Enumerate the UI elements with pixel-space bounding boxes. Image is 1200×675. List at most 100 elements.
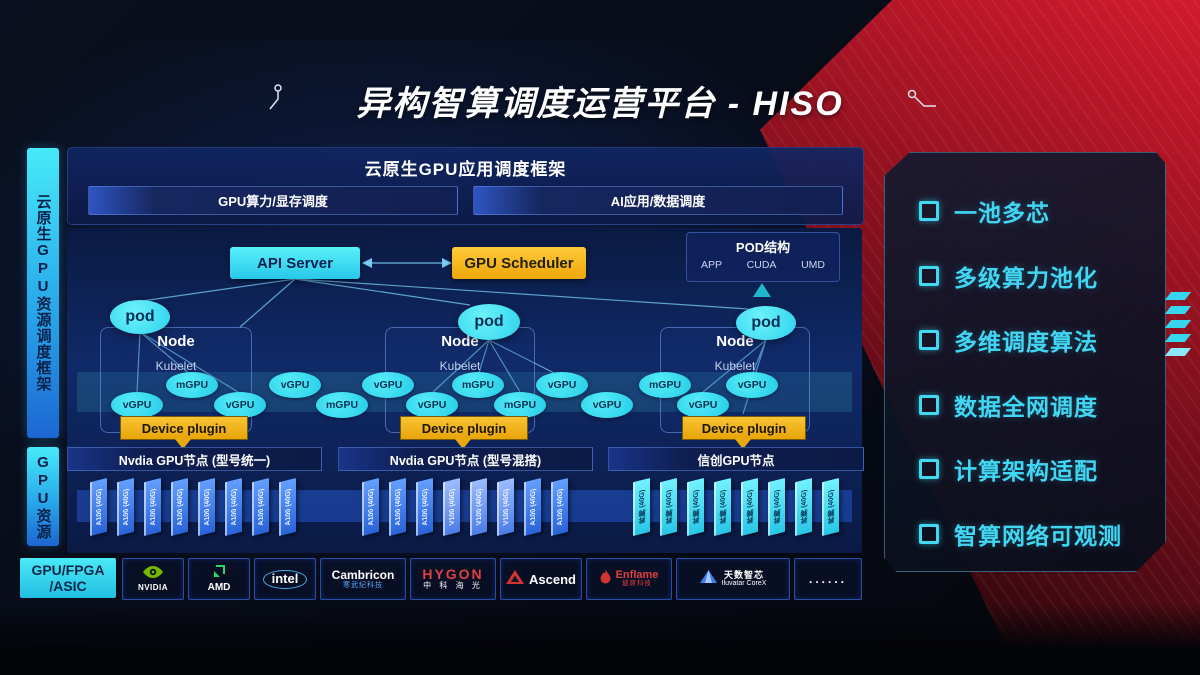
framework-item-gpu-compute: GPU算力/显存调度: [88, 186, 458, 215]
title-deco-left-icon: [269, 84, 282, 110]
gpu-card: 昇腾 (40G): [660, 477, 677, 537]
gpu-card: A100 (40G): [416, 477, 433, 537]
pod-ellipse-1: pod: [110, 300, 170, 334]
framework-item-ai-data: AI应用/数据调度: [473, 186, 843, 215]
gpu-scheduler-box: GPU Scheduler: [452, 247, 586, 279]
gpu-card: 昇腾 (40G): [822, 477, 839, 537]
kubelet-label: Kubelet: [439, 359, 481, 373]
checkbox-icon: [919, 459, 939, 479]
vendor-name: AMD: [207, 582, 231, 594]
feature-label: 计算架构适配: [954, 458, 1098, 485]
vendor-tile-cambricon: Cambricon 寒武纪科技: [320, 558, 406, 600]
gpu-card: V100 (40G): [497, 477, 514, 537]
gpu-ellipse: vGPU: [677, 392, 729, 418]
feature-label: 一池多芯: [954, 200, 1050, 227]
sidebar-label-gpu-resources: GPU资源: [27, 447, 59, 546]
ascend-logo-icon: [506, 569, 525, 589]
vendor-label-box: GPU/FPGA /ASIC: [20, 558, 116, 598]
vendor-name: Enflame: [615, 568, 659, 581]
vendor-tile-ascend: Ascend: [500, 558, 582, 600]
gpu-card: 昇腾 (40G): [633, 477, 650, 537]
pod-ellipse-3: pod: [736, 306, 796, 340]
pod-structure-item-app: APP: [701, 259, 723, 271]
gpu-card: 昇腾 (40G): [741, 477, 758, 537]
gpu-card: A100 (40G): [117, 477, 134, 537]
gpu-ellipse: mGPU: [166, 372, 218, 398]
gpu-ellipse: mGPU: [494, 392, 546, 418]
gpu-ellipse: vGPU: [214, 392, 266, 418]
feature-label: 多维调度算法: [954, 329, 1098, 356]
gpu-card: 昇腾 (40G): [795, 477, 812, 537]
background-bottom-fade: [0, 603, 1200, 675]
node-label: Node: [157, 333, 195, 350]
gpu-ellipse: vGPU: [111, 392, 163, 418]
vendor-tile-more: ......: [794, 558, 862, 600]
pod-structure-box: POD结构 APP CUDA UMD: [686, 232, 840, 282]
gpu-card: A100 (40G): [144, 477, 161, 537]
vendor-name: NVIDIA: [137, 583, 169, 593]
gpu-card: V100 (40G): [470, 477, 487, 537]
gpu-ellipse: vGPU: [269, 372, 321, 398]
gpu-card: A100 (40G): [362, 477, 379, 537]
vendor-tile-hygon: HYGON 中 科 海 光: [410, 558, 496, 600]
node-label: Node: [441, 333, 479, 350]
gpu-card: A100 (40G): [524, 477, 541, 537]
pod-structure-item-umd: UMD: [801, 259, 825, 271]
device-plugin-1: Device plugin: [120, 416, 248, 440]
gpu-group-header-3: 信创GPU节点: [608, 447, 864, 471]
vendor-tile-enflame: Enflame 燧原科技: [586, 558, 672, 600]
gpu-group-header-2: Nvdia GPU节点 (型号混搭): [338, 447, 593, 471]
gpu-ellipse: vGPU: [406, 392, 458, 418]
vendor-subname: 中 科 海 光: [423, 581, 483, 591]
kubelet-label: Kubelet: [714, 359, 756, 373]
device-plugin-arrow-3-icon: [735, 439, 751, 449]
sidebar-label-cloud-native: 云原生GPU资源调度框架: [27, 148, 59, 438]
vendor-tile-intel: intel: [254, 558, 316, 600]
feature-row: 智算网络可观测: [885, 502, 1165, 567]
gpu-card: 昇腾 (40G): [687, 477, 704, 537]
api-server-box: API Server: [230, 247, 360, 279]
checkbox-icon: [919, 524, 939, 544]
hazard-stripes-icon: [1164, 292, 1192, 362]
gpu-card: A100 (40G): [551, 477, 568, 537]
vendor-name: Cambricon: [331, 568, 395, 583]
gpu-card-band: [77, 490, 852, 522]
kubelet-label: Kubelet: [155, 359, 197, 373]
feature-panel: 一池多芯 多级算力池化 多维调度算法 数据全网调度 计算架构适配 智算网络可观测: [884, 152, 1166, 572]
gpu-card: A100 (40G): [225, 477, 242, 537]
feature-label: 数据全网调度: [954, 393, 1098, 420]
device-plugin-arrow-2-icon: [455, 439, 471, 449]
vendor-tile-amd: AMD: [188, 558, 250, 600]
app-scheduling-framework: 云原生GPU应用调度框架 GPU算力/显存调度 AI应用/数据调度: [67, 147, 864, 225]
device-plugin-2: Device plugin: [400, 416, 528, 440]
device-plugin-arrow-1-icon: [175, 439, 191, 449]
gpu-ellipse: vGPU: [536, 372, 588, 398]
vendor-name: 天数智芯: [723, 569, 764, 580]
gpu-group-header-1: Nvdia GPU节点 (型号统一): [67, 447, 322, 471]
vendor-subname: Iluvatar CoreX: [721, 580, 767, 588]
node-label: Node: [716, 333, 754, 350]
amd-logo-icon: [212, 564, 226, 583]
vendor-name: intel: [262, 569, 308, 589]
checkbox-icon: [919, 395, 939, 415]
pod-structure-item-cuda: CUDA: [746, 259, 777, 271]
feature-row: 多维调度算法: [885, 308, 1165, 373]
gpu-card: A100 (40G): [90, 477, 107, 537]
gpu-card: A100 (40G): [389, 477, 406, 537]
feature-row: 一池多芯: [885, 179, 1165, 244]
device-plugin-3: Device plugin: [682, 416, 806, 440]
feature-row: 数据全网调度: [885, 373, 1165, 438]
gpu-ellipse: vGPU: [726, 372, 778, 398]
gpu-card: A100 (40G): [198, 477, 215, 537]
gpu-card: 昇腾 (40G): [714, 477, 731, 537]
vendor-name: ......: [808, 572, 847, 586]
checkbox-icon: [919, 330, 939, 350]
vendor-name: HYGON: [422, 566, 484, 583]
checkbox-icon: [919, 201, 939, 221]
title-deco-right-icon: [907, 89, 936, 107]
gpu-ellipse: vGPU: [362, 372, 414, 398]
gpu-ellipse: vGPU: [581, 392, 633, 418]
vendor-subname: 寒武纪科技: [343, 581, 383, 589]
gpu-card: 昇腾 (40G): [768, 477, 785, 537]
